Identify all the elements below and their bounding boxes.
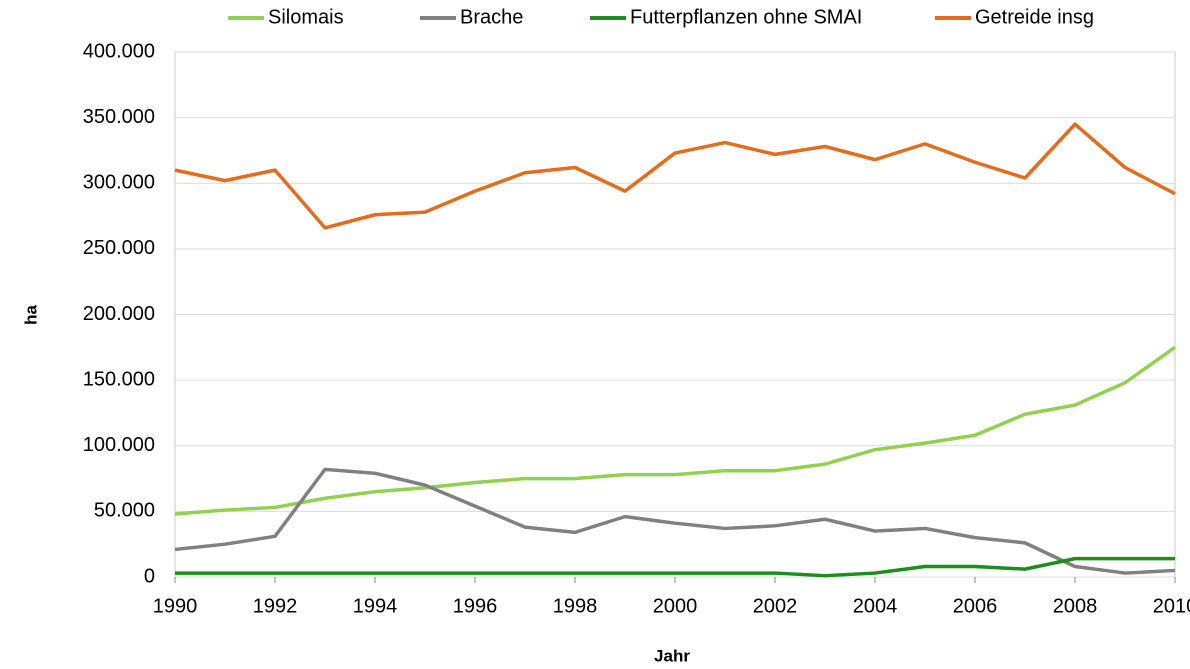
y-tick-label: 250.000 — [83, 237, 155, 259]
x-tick-label: 1992 — [253, 595, 298, 617]
y-tick-label: 400.000 — [83, 40, 155, 62]
x-tick-label: 1998 — [553, 595, 598, 617]
y-axis-title: ha — [21, 305, 40, 325]
y-tick-label: 150.000 — [83, 368, 155, 390]
legend-label: Brache — [460, 6, 523, 28]
series-line — [175, 556, 1175, 578]
x-tick-label: 2000 — [653, 595, 698, 617]
legend-label: Silomais — [268, 6, 344, 28]
y-tick-label: 0 — [144, 565, 155, 587]
x-axis-title: Jahr — [654, 646, 690, 665]
x-tick-label: 1996 — [453, 595, 498, 617]
x-tick-label: 1990 — [153, 595, 198, 617]
y-tick-label: 50.000 — [94, 500, 155, 522]
y-tick-label: 300.000 — [83, 172, 155, 194]
x-tick-label: 2004 — [853, 595, 898, 617]
x-tick-label: 2006 — [953, 595, 998, 617]
y-tick-label: 350.000 — [83, 106, 155, 128]
y-tick-label: 100.000 — [83, 434, 155, 456]
series-line — [174, 345, 1177, 516]
x-tick-label: 2010 — [1153, 595, 1190, 617]
x-tick-label: 1994 — [353, 595, 398, 617]
legend-label: Futterpflanzen ohne SMAI — [630, 6, 862, 28]
series-line — [174, 467, 1176, 575]
y-tick-label: 200.000 — [83, 303, 155, 325]
legend-label: Getreide insg — [975, 6, 1094, 28]
x-tick-label: 2008 — [1053, 595, 1098, 617]
series-line — [174, 122, 1176, 230]
x-tick-label: 2002 — [753, 595, 798, 617]
